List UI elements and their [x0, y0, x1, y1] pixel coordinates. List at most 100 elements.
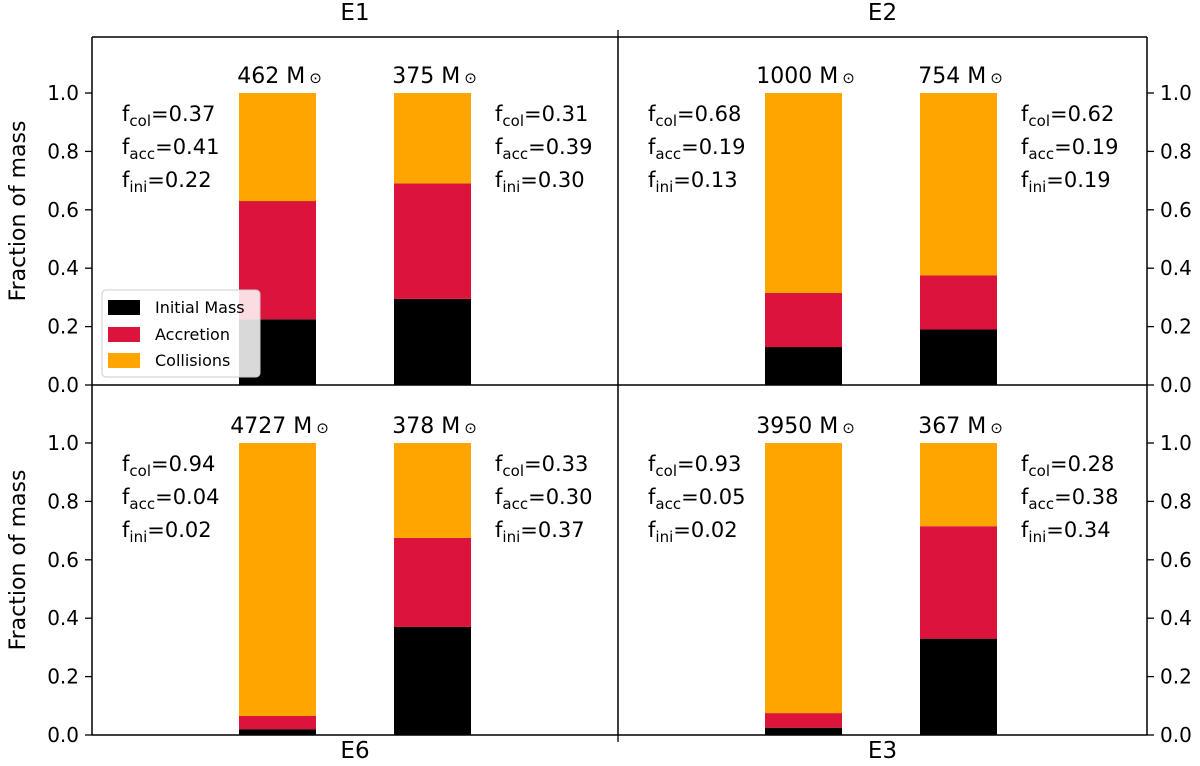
legend: Initial Mass Accretion Collisions [101, 289, 261, 378]
fraction-col-e1-1: fcol=0.37 [122, 102, 215, 130]
bar-e2-1-collisions [765, 93, 842, 294]
panel-e6: 4727 M ⊙ fcol=0.94 facc=0.04 fini=0.02 378 M ⊙… [122, 414, 592, 764]
fraction-ini-e6-2: fini=0.37 [495, 518, 585, 546]
bar-e6-1-collisions [239, 443, 316, 717]
panel-e2: 1000 M ⊙ fcol=0.68 facc=0.19 fini=0.13 754 M ⊙… [648, 0, 1118, 385]
ytick-label-left-0-0: 0.0 [47, 373, 79, 397]
bar-e3-1-collisions [765, 443, 842, 714]
fraction-acc-e2-1: facc=0.19 [648, 135, 745, 163]
fraction-ini-e2-2: fini=0.19 [1021, 168, 1111, 196]
legend-swatch-accretion [108, 327, 140, 342]
legend-label-initial: Initial Mass [155, 298, 245, 317]
fraction-acc-e2-2: facc=0.19 [1021, 135, 1118, 163]
ytick-label-left-0-4: 0.8 [47, 139, 79, 163]
ytick-label-right-0-5: 1.0 [1160, 81, 1192, 105]
fraction-ini-e1-1: fini=0.22 [122, 168, 212, 196]
ytick-label-right-0-1: 0.2 [1160, 315, 1192, 339]
bar-e1-2-accretion [394, 183, 471, 299]
ytick-label-left-0-5: 1.0 [47, 81, 79, 105]
ytick-label-left-1-5: 1.0 [47, 431, 79, 455]
ytick-label-right-0-4: 0.8 [1160, 139, 1192, 163]
bar-e2-1-initial [765, 347, 842, 385]
bar-e6-2-collisions [394, 443, 471, 538]
fraction-acc-e1-1: facc=0.41 [122, 135, 219, 163]
fraction-col-e3-2: fcol=0.28 [1021, 452, 1114, 480]
ytick-label-left-1-4: 0.8 [47, 489, 79, 513]
panel-e3: 3950 M ⊙ fcol=0.93 facc=0.05 fini=0.02 367 M ⊙… [648, 414, 1118, 764]
mass-label-e2-1: 1000 M ⊙ [756, 64, 855, 89]
ytick-label-right-0-0: 0.0 [1160, 373, 1192, 397]
bar-e1-1-collisions [239, 93, 316, 202]
legend-label-accretion: Accretion [155, 325, 230, 344]
ytick-label-left-0-1: 0.2 [47, 315, 79, 339]
ytick-label-left-0-3: 0.6 [47, 198, 79, 222]
fraction-col-e6-1: fcol=0.94 [122, 452, 215, 480]
mass-label-e1-2: 375 M ⊙ [392, 64, 477, 89]
mass-label-e6-1: 4727 M ⊙ [230, 414, 329, 439]
ytick-label-left-1-2: 0.4 [47, 606, 79, 630]
ytick-label-right-0-3: 0.6 [1160, 198, 1192, 222]
bar-e2-2-collisions [920, 93, 997, 276]
fraction-col-e3-1: fcol=0.93 [648, 452, 741, 480]
bar-e2-2-accretion [920, 275, 997, 330]
fraction-acc-e3-1: facc=0.05 [648, 485, 745, 513]
bar-e3-2-collisions [920, 443, 997, 527]
fraction-ini-e3-1: fini=0.02 [648, 518, 738, 546]
legend-swatch-collisions [108, 353, 140, 368]
mass-label-e3-2: 367 M ⊙ [918, 414, 1003, 439]
mass-label-e2-2: 754 M ⊙ [918, 64, 1003, 89]
bar-e6-1-initial [239, 729, 316, 735]
fraction-ini-e2-1: fini=0.13 [648, 168, 738, 196]
bar-e3-2-accretion [920, 526, 997, 639]
bar-e3-2-initial [920, 638, 997, 735]
legend-box [101, 289, 261, 378]
fraction-col-e2-1: fcol=0.68 [648, 102, 741, 130]
bar-e1-2-collisions [394, 93, 471, 184]
ytick-label-right-1-5: 1.0 [1160, 431, 1192, 455]
ytick-label-right-1-0: 0.0 [1160, 723, 1192, 747]
bar-e3-1-accretion [765, 713, 842, 728]
ytick-label-right-0-2: 0.4 [1160, 256, 1192, 280]
legend-swatch-initial [108, 300, 140, 315]
fraction-ini-e6-1: fini=0.02 [122, 518, 212, 546]
bar-e3-1-initial [765, 727, 842, 735]
panels-group: 462 M ⊙ fcol=0.37 facc=0.41 fini=0.22 375 M ⊙ f… [122, 0, 1118, 764]
panel-title-e6: E6 [340, 738, 369, 764]
fraction-acc-e6-2: facc=0.30 [495, 485, 592, 513]
axes-frame: 0.0 0.0 0.2 0.2 0.4 0.4 0.6 0.6 0.8 0.8 1.0 1.0 0.0 0… [47, 30, 1192, 747]
mass-label-e1-1: 462 M ⊙ [237, 64, 322, 89]
bar-e2-2-initial [920, 329, 997, 385]
ytick-label-left-1-3: 0.6 [47, 548, 79, 572]
bar-e1-2-initial [394, 298, 471, 385]
fraction-col-e2-2: fcol=0.62 [1021, 102, 1114, 130]
y-axis-labels: Fraction of mass Fraction of mass [6, 121, 31, 651]
y-axis-label-top: Fraction of mass [6, 121, 31, 302]
fraction-acc-e1-2: facc=0.39 [495, 135, 592, 163]
ytick-label-right-1-2: 0.4 [1160, 606, 1192, 630]
bar-e6-2-initial [394, 626, 471, 735]
fraction-col-e6-2: fcol=0.33 [495, 452, 588, 480]
ytick-label-left-1-1: 0.2 [47, 665, 79, 689]
mass-label-e6-2: 378 M ⊙ [392, 414, 477, 439]
ytick-label-right-1-4: 0.8 [1160, 489, 1192, 513]
fraction-col-e1-2: fcol=0.31 [495, 102, 588, 130]
panel-title-e3: E3 [868, 738, 897, 764]
panel-title-e2: E2 [868, 0, 897, 26]
bar-e2-1-accretion [765, 293, 842, 348]
legend-label-collisions: Collisions [155, 351, 230, 370]
fraction-ini-e3-2: fini=0.34 [1021, 518, 1111, 546]
mass-label-e3-1: 3950 M ⊙ [756, 414, 855, 439]
ytick-label-left-1-0: 0.0 [47, 723, 79, 747]
bar-e6-2-accretion [394, 537, 471, 627]
panel-title-e1: E1 [340, 0, 369, 26]
ytick-label-right-1-3: 0.6 [1160, 548, 1192, 572]
fraction-ini-e1-2: fini=0.30 [495, 168, 585, 196]
y-axis-label-bottom: Fraction of mass [6, 470, 31, 651]
bar-e6-1-accretion [239, 716, 316, 730]
fraction-acc-e3-2: facc=0.38 [1021, 485, 1118, 513]
ytick-label-left-0-2: 0.4 [47, 256, 79, 280]
fraction-acc-e6-1: facc=0.04 [122, 485, 219, 513]
panel-e1: 462 M ⊙ fcol=0.37 facc=0.41 fini=0.22 375 M ⊙ f… [122, 0, 592, 385]
ytick-label-right-1-1: 0.2 [1160, 665, 1192, 689]
